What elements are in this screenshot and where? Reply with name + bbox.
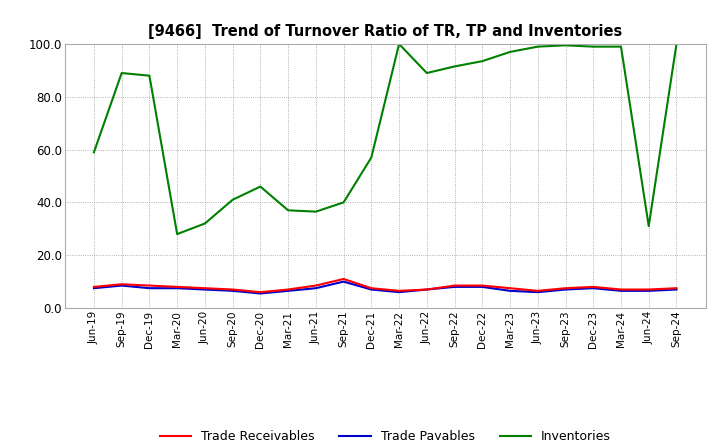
Trade Payables — [89, 286, 98, 291]
Inventories — [256, 184, 265, 189]
Inventories — [367, 155, 376, 160]
Inventories — [478, 59, 487, 64]
Trade Payables — [173, 286, 181, 291]
Trade Payables — [145, 286, 154, 291]
Inventories — [117, 70, 126, 76]
Trade Payables — [561, 287, 570, 292]
Line: Inventories: Inventories — [94, 44, 677, 234]
Inventories — [339, 200, 348, 205]
Trade Payables — [284, 288, 292, 293]
Trade Payables — [367, 287, 376, 292]
Trade Payables — [201, 287, 210, 292]
Trade Payables — [589, 286, 598, 291]
Inventories — [561, 43, 570, 48]
Trade Receivables — [201, 286, 210, 291]
Inventories — [534, 44, 542, 49]
Inventories — [644, 224, 653, 229]
Trade Payables — [672, 287, 681, 292]
Line: Trade Receivables: Trade Receivables — [94, 279, 677, 292]
Trade Receivables — [644, 287, 653, 292]
Trade Payables — [256, 291, 265, 296]
Inventories — [423, 70, 431, 76]
Trade Receivables — [505, 286, 514, 291]
Trade Payables — [339, 279, 348, 284]
Trade Payables — [395, 290, 403, 295]
Trade Receivables — [284, 287, 292, 292]
Trade Payables — [478, 284, 487, 290]
Trade Receivables — [672, 286, 681, 291]
Trade Receivables — [367, 286, 376, 291]
Trade Receivables — [423, 287, 431, 292]
Trade Receivables — [616, 287, 625, 292]
Trade Receivables — [228, 287, 237, 292]
Trade Receivables — [589, 284, 598, 290]
Trade Receivables — [256, 290, 265, 295]
Trade Receivables — [89, 284, 98, 290]
Inventories — [228, 197, 237, 202]
Inventories — [89, 150, 98, 155]
Trade Receivables — [450, 283, 459, 288]
Inventories — [312, 209, 320, 214]
Inventories — [173, 231, 181, 237]
Trade Payables — [228, 288, 237, 293]
Line: Trade Payables: Trade Payables — [94, 282, 677, 293]
Inventories — [201, 221, 210, 226]
Inventories — [616, 44, 625, 49]
Trade Payables — [117, 283, 126, 288]
Title: [9466]  Trend of Turnover Ratio of TR, TP and Inventories: [9466] Trend of Turnover Ratio of TR, TP… — [148, 24, 622, 39]
Trade Payables — [616, 288, 625, 293]
Inventories — [284, 208, 292, 213]
Legend: Trade Receivables, Trade Payables, Inventories: Trade Receivables, Trade Payables, Inven… — [155, 425, 616, 440]
Trade Payables — [423, 287, 431, 292]
Trade Receivables — [339, 276, 348, 282]
Trade Receivables — [173, 284, 181, 290]
Trade Receivables — [561, 286, 570, 291]
Trade Payables — [534, 290, 542, 295]
Trade Receivables — [395, 288, 403, 293]
Trade Receivables — [534, 288, 542, 293]
Inventories — [672, 41, 681, 47]
Trade Receivables — [117, 282, 126, 287]
Inventories — [505, 49, 514, 55]
Inventories — [450, 64, 459, 69]
Trade Payables — [644, 288, 653, 293]
Inventories — [395, 41, 403, 47]
Inventories — [589, 44, 598, 49]
Trade Payables — [505, 288, 514, 293]
Trade Receivables — [312, 283, 320, 288]
Inventories — [145, 73, 154, 78]
Trade Payables — [312, 286, 320, 291]
Trade Receivables — [145, 283, 154, 288]
Trade Receivables — [478, 283, 487, 288]
Trade Payables — [450, 284, 459, 290]
